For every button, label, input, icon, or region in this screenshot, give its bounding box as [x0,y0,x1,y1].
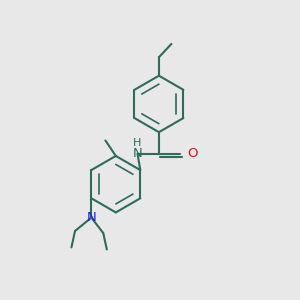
Text: N: N [86,211,96,224]
Text: H: H [133,138,142,148]
Text: O: O [188,147,198,160]
Text: N: N [133,147,142,160]
